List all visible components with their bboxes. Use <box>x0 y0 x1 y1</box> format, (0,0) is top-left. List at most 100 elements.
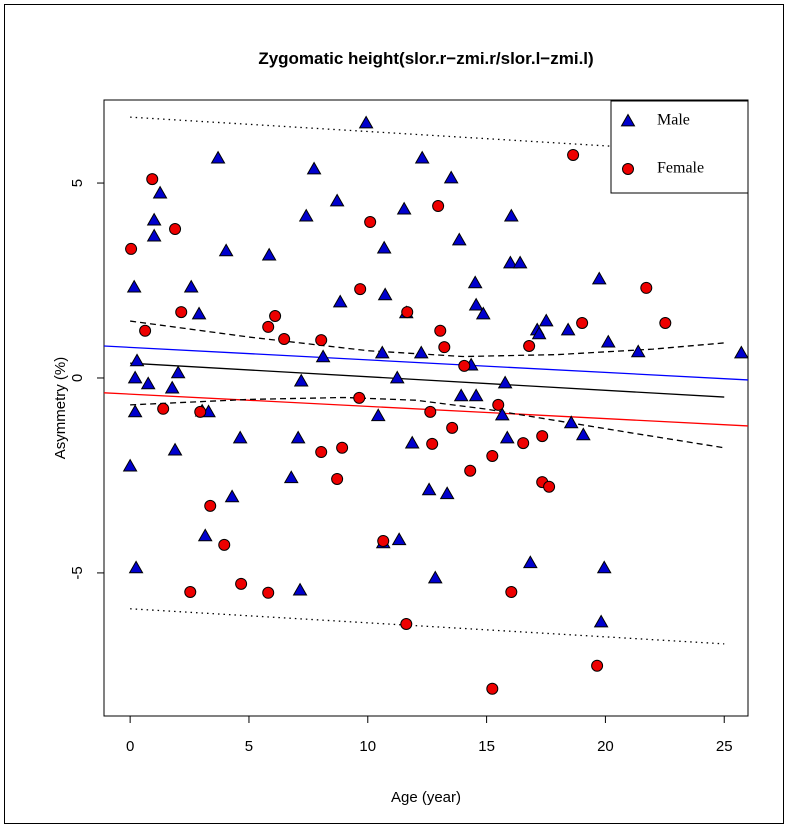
triangle-point <box>600 334 616 348</box>
triangle-point <box>292 582 308 596</box>
triangle-point <box>591 271 607 285</box>
triangle-point <box>499 430 515 444</box>
triangle-point <box>468 297 484 311</box>
triangle-point <box>427 570 443 584</box>
circle-point <box>576 317 589 330</box>
legend-label: Female <box>657 160 704 177</box>
circle-point <box>523 340 536 353</box>
triangle-point <box>468 388 484 402</box>
triangle-point <box>140 376 156 390</box>
triangle-point <box>453 388 469 402</box>
triangle-point <box>475 306 491 320</box>
chart-title: Zygomatic height(slor.r−zmi.r/slor.l−zmi… <box>258 49 593 68</box>
circle-point <box>492 398 505 411</box>
circle-point <box>659 317 672 330</box>
triangle-point <box>129 353 145 367</box>
fit-line <box>130 608 725 645</box>
frame <box>4 4 784 824</box>
circle-point <box>184 586 197 599</box>
triangle-point <box>374 345 390 359</box>
circle-point <box>567 148 580 161</box>
circle-point <box>486 449 499 462</box>
fit-line <box>130 396 725 449</box>
x-axis-label: Age (year) <box>391 789 461 806</box>
circle-point <box>364 216 377 229</box>
triangle-point <box>522 555 538 569</box>
triangle-point <box>146 212 162 226</box>
legend-box <box>610 100 749 194</box>
circle-point <box>204 499 217 512</box>
triangle-point <box>593 614 609 628</box>
circle-point <box>536 430 549 443</box>
triangle-point <box>503 255 518 269</box>
circle-point <box>438 341 451 354</box>
circle-point <box>400 617 413 630</box>
circle-point <box>426 437 439 450</box>
triangle-point <box>152 185 168 199</box>
circle-point <box>401 306 414 319</box>
circle-point <box>432 200 445 213</box>
triangle-point <box>404 435 420 449</box>
triangle-point <box>315 349 331 363</box>
triangle-point <box>183 279 199 293</box>
triangle-point <box>733 345 749 359</box>
triangle-point <box>127 404 143 418</box>
triangle-point <box>414 150 430 164</box>
triangle-point <box>164 380 180 394</box>
triangle-point <box>127 370 143 384</box>
circle-point <box>194 405 207 418</box>
triangle-point <box>210 150 226 164</box>
triangle-point <box>563 415 579 429</box>
circle-point <box>169 223 182 236</box>
plot-box <box>103 99 749 717</box>
triangle-point <box>306 161 322 175</box>
triangle-point <box>377 287 393 301</box>
triangle-point <box>224 489 240 503</box>
triangle-point <box>575 427 591 441</box>
triangle-point <box>232 430 248 444</box>
fit-line <box>130 320 725 358</box>
circle-point <box>640 281 653 294</box>
triangle-point <box>596 560 612 574</box>
circle-point <box>486 682 499 695</box>
circle-point <box>175 306 188 319</box>
fit-line <box>103 345 749 381</box>
triangle-point <box>122 458 138 472</box>
triangle-point <box>329 193 345 207</box>
circle-point <box>331 472 344 485</box>
triangle-point <box>376 240 392 254</box>
fit-line <box>130 362 725 398</box>
triangle-point <box>261 247 277 261</box>
triangle-point <box>358 115 374 129</box>
x-tick-label: 20 <box>597 738 614 755</box>
circle-point <box>315 446 328 459</box>
triangle-point <box>620 113 636 127</box>
triangle-point <box>283 470 299 484</box>
circle-point <box>139 324 152 337</box>
circle-point <box>157 402 170 415</box>
x-tick-label: 5 <box>245 738 253 755</box>
triangle-point <box>560 322 576 336</box>
triangle-point <box>128 560 144 574</box>
y-tick-label: 5 <box>69 179 86 187</box>
triangle-point <box>293 373 309 387</box>
circle-point <box>505 586 518 599</box>
triangle-point <box>497 375 513 389</box>
triangle-point <box>439 486 455 500</box>
triangle-point <box>191 306 207 320</box>
triangle-point <box>512 255 528 269</box>
triangle-point <box>531 326 547 340</box>
circle-point <box>434 324 447 337</box>
triangle-point <box>290 430 306 444</box>
circle-point <box>262 320 275 333</box>
circle-point <box>336 441 349 454</box>
triangle-point <box>396 201 412 215</box>
triangle-point <box>218 243 234 257</box>
triangle-point <box>370 408 386 422</box>
triangle-point <box>146 228 162 242</box>
triangle-point <box>391 532 407 546</box>
circle-point <box>424 405 437 418</box>
x-tick-label: 25 <box>716 738 733 755</box>
circle-point <box>464 464 477 477</box>
